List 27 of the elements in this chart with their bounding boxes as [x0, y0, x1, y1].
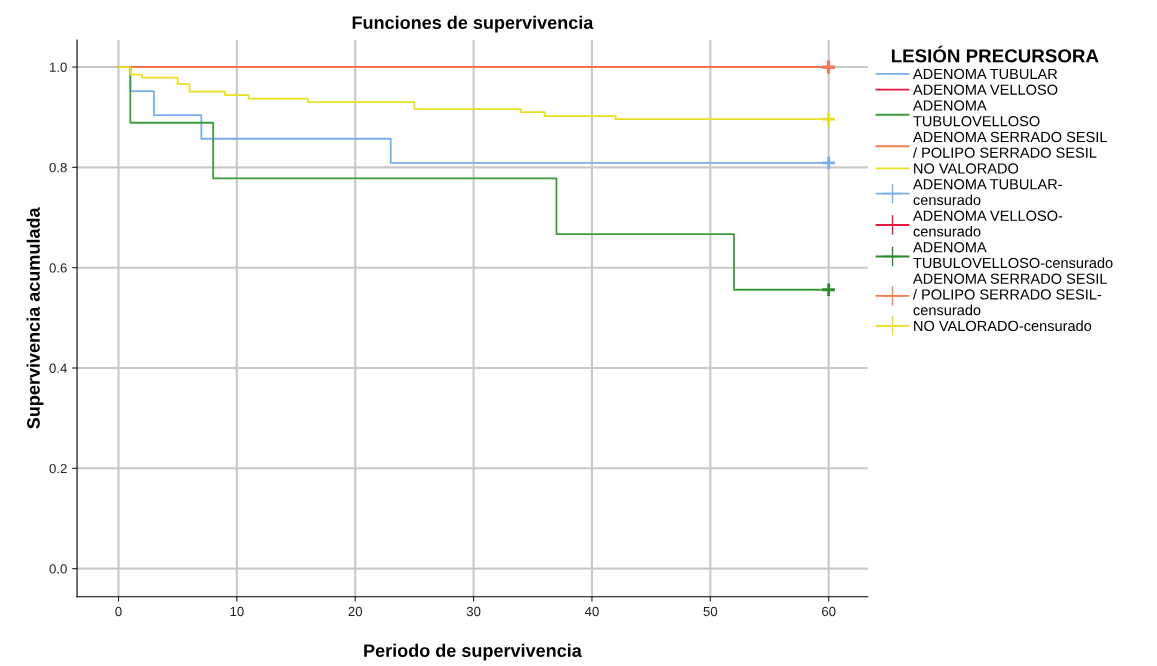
legend-label: ADENOMA VELLOSO- censurado	[912, 210, 1063, 237]
y-tick-label: 0.2	[49, 463, 67, 474]
legend-label: ADENOMA VELLOSO	[912, 84, 1058, 95]
x-tick-label: 50	[703, 606, 718, 617]
x-tick-label: 0	[115, 606, 122, 617]
legend-title: LESIÓN PRECURSORA	[891, 45, 1099, 63]
y-tick-label: 0.4	[49, 363, 67, 373]
y-tick-label: 0.6	[49, 263, 67, 273]
y-tick-label: 1.0	[50, 62, 67, 72]
legend-label: NO VALORADO	[914, 163, 1019, 174]
legend-label: ADENOMA TUBULOVELLOSO-censurado	[912, 242, 1113, 269]
x-axis-title: Periodo de supervivencia	[364, 643, 582, 661]
x-tick-label: 40	[584, 606, 599, 617]
x-tick-label: 10	[230, 606, 244, 617]
legend-label: ADENOMA SERRADO SESIL / POLIPO SERRADO SESIL	[912, 131, 1107, 158]
y-tick-label: 0.0	[49, 564, 67, 574]
x-tick-label: 60	[822, 606, 836, 617]
legend-label: ADENOMA TUBULOVELLOSO	[912, 100, 1040, 127]
legend-label: NO VALORADO-censurado	[914, 320, 1092, 332]
legend-label: ADENOMA TUBULAR	[912, 68, 1058, 80]
x-tick-label: 30	[466, 606, 481, 617]
legend-label: ADENOMA TUBULAR- censurado	[912, 179, 1062, 206]
y-axis-title: Supervivencia acumulada	[26, 207, 44, 429]
legend-label: ADENOMA SERRADO SESIL / POLIPO SERRADO SESIL- censurado	[912, 273, 1107, 316]
chart-title: Funciones de supervivencia	[352, 15, 594, 33]
x-tick-label: 20	[348, 606, 363, 617]
y-tick-label: 0.8	[49, 162, 67, 173]
